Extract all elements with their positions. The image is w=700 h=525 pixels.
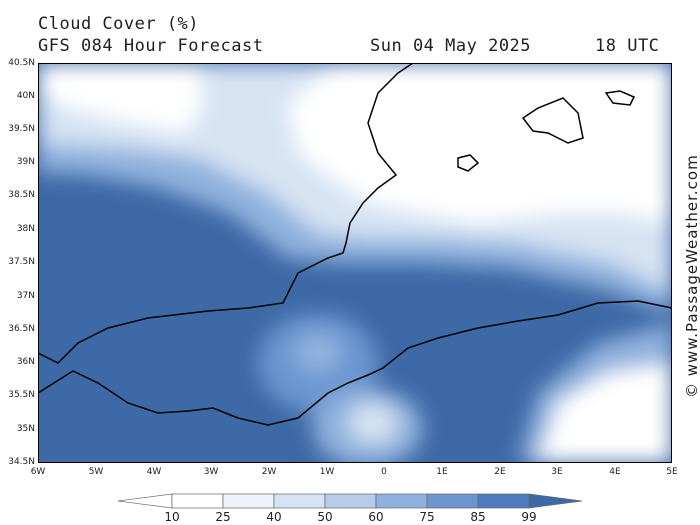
forecast-time: 18 UTC <box>595 36 660 56</box>
colorbar-low-arrow <box>118 493 173 509</box>
colorbar-bin <box>222 493 275 509</box>
colorbar-label: 75 <box>419 510 435 524</box>
colorbar-label: 60 <box>368 510 384 524</box>
title-line-1: Cloud Cover (%) <box>38 14 200 34</box>
colorbar-bin <box>273 493 326 509</box>
menorca-island <box>604 90 636 106</box>
lon-label: 4E <box>609 467 621 477</box>
lon-label: 5W <box>88 467 104 477</box>
colorbar-high-arrow <box>528 493 582 509</box>
lat-label: 35N <box>16 424 35 434</box>
colorbar-label: 99 <box>521 510 537 524</box>
colorbar-label: 50 <box>317 510 333 524</box>
cloud-field-clear-southeast <box>538 363 672 463</box>
colorbar-bin <box>477 493 530 509</box>
colorbar-bin <box>375 493 428 509</box>
map-frame <box>38 63 672 463</box>
ibiza-island <box>457 154 480 172</box>
colorbar-bin <box>426 493 479 509</box>
lon-label: 0 <box>381 467 387 477</box>
lon-label: 2E <box>494 467 506 477</box>
lat-label: 36N <box>16 357 35 367</box>
lat-label: 38N <box>16 224 35 234</box>
title-line-2: GFS 084 Hour Forecast <box>38 36 264 56</box>
lon-label: 4W <box>146 467 162 477</box>
lat-label: 40.5N <box>8 58 35 68</box>
colorbar-label: 85 <box>470 510 486 524</box>
lat-label: 37N <box>16 291 35 301</box>
lat-label: 39N <box>16 157 35 167</box>
lon-label: 1W <box>319 467 335 477</box>
lat-label: 34.5N <box>8 457 35 467</box>
cloud-cover-map <box>38 63 672 463</box>
colorbar-bin <box>171 493 224 509</box>
lat-label: 36.5N <box>8 324 35 334</box>
lon-label: 1E <box>436 467 448 477</box>
lon-label: 2W <box>261 467 277 477</box>
colorbar-bin <box>324 493 377 509</box>
cloud-field-verylight-south <box>348 403 398 443</box>
colorbar-label: 10 <box>164 510 180 524</box>
iberia-coastline <box>38 63 414 364</box>
cloud-field-clear-north <box>38 63 672 223</box>
lon-label: 3E <box>551 467 563 477</box>
lon-label: 5E <box>666 467 678 477</box>
lat-label: 40N <box>16 91 35 101</box>
watermark: © www.PassageWeather.com <box>683 154 700 398</box>
colorbar-label: 40 <box>266 510 282 524</box>
lat-label: 35.5N <box>8 390 35 400</box>
cloud-field-lighter-center <box>293 333 343 373</box>
lon-label: 6W <box>30 467 46 477</box>
africa-coastline <box>38 300 672 426</box>
coastlines <box>38 63 672 426</box>
mallorca-island <box>521 97 584 144</box>
colorbar-label: 25 <box>215 510 231 524</box>
lon-label: 3W <box>203 467 219 477</box>
colorbar <box>118 493 582 509</box>
forecast-date: Sun 04 May 2025 <box>370 36 532 56</box>
lat-label: 39.5N <box>8 124 35 134</box>
lat-label: 38.5N <box>8 190 35 200</box>
lat-label: 37.5N <box>8 257 35 267</box>
